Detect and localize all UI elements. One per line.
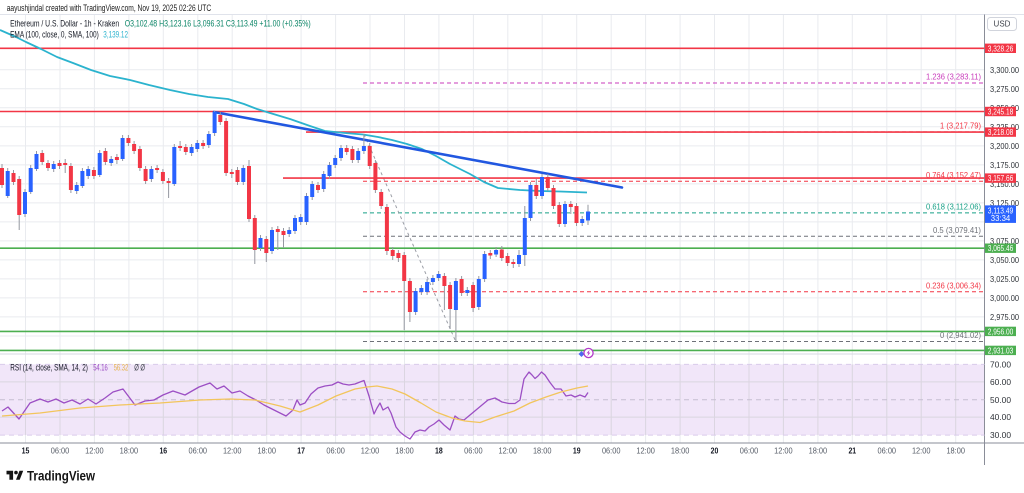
- svg-text:TradingView: TradingView: [27, 469, 95, 484]
- svg-text:2,931.03: 2,931.03: [988, 346, 1014, 355]
- svg-text:2,956.00: 2,956.00: [988, 327, 1014, 336]
- svg-text:40.00: 40.00: [990, 412, 1011, 422]
- svg-text:EMA (100, close, 0, SMA, 100): EMA (100, close, 0, SMA, 100): [10, 30, 99, 40]
- svg-text:3,050.00: 3,050.00: [990, 255, 1019, 265]
- svg-text:3,113.49: 3,113.49: [988, 207, 1014, 216]
- svg-text:3,175.00: 3,175.00: [990, 160, 1019, 170]
- svg-text:06:00: 06:00: [51, 447, 70, 456]
- svg-text:0.5 (3,079.41): 0.5 (3,079.41): [933, 225, 981, 235]
- svg-text:USD: USD: [994, 20, 1011, 29]
- svg-text:3,275.00: 3,275.00: [990, 84, 1019, 94]
- svg-text:3,065.46: 3,065.46: [988, 244, 1014, 253]
- svg-text:15: 15: [22, 447, 30, 456]
- svg-text:3,225.00: 3,225.00: [990, 122, 1019, 132]
- svg-text:30.00: 30.00: [990, 430, 1011, 440]
- svg-text:50.00: 50.00: [990, 395, 1011, 405]
- svg-text:06:00: 06:00: [326, 447, 345, 456]
- svg-text:06:00: 06:00: [189, 447, 208, 456]
- svg-text:56.32: 56.32: [114, 363, 129, 373]
- svg-text:16: 16: [159, 447, 167, 456]
- svg-text:O3,102.48 H3,123.16 L3,096.31: O3,102.48 H3,123.16 L3,096.31 C3,113.49 …: [125, 19, 311, 29]
- svg-text:3,025.00: 3,025.00: [990, 274, 1019, 284]
- svg-text:33:34: 33:34: [991, 214, 1011, 223]
- svg-text:0.618 (3,112.06): 0.618 (3,112.06): [926, 201, 981, 211]
- svg-text:2,975.00: 2,975.00: [990, 312, 1019, 322]
- svg-text:18:00: 18:00: [671, 447, 690, 456]
- svg-text:19: 19: [573, 447, 581, 456]
- svg-text:18:00: 18:00: [809, 447, 828, 456]
- svg-text:17: 17: [297, 447, 305, 456]
- svg-text:18:00: 18:00: [533, 447, 552, 456]
- svg-text:aayushjindal created with Trad: aayushjindal created with TradingView.co…: [7, 3, 212, 13]
- svg-text:12:00: 12:00: [499, 447, 518, 456]
- svg-text:12:00: 12:00: [912, 447, 931, 456]
- svg-text:06:00: 06:00: [464, 447, 483, 456]
- svg-text:1.236 (3,283.11): 1.236 (3,283.11): [926, 72, 981, 82]
- svg-text:21: 21: [848, 447, 856, 456]
- svg-text:3,218.08: 3,218.08: [988, 128, 1014, 137]
- svg-text:12:00: 12:00: [636, 447, 655, 456]
- svg-text:1 (3,217.79): 1 (3,217.79): [940, 120, 981, 130]
- svg-text:18:00: 18:00: [395, 447, 414, 456]
- svg-text:3,300.00: 3,300.00: [990, 65, 1019, 75]
- svg-text:60.00: 60.00: [990, 377, 1011, 387]
- svg-text:Ethereum / U.S. Dollar - 1h -: Ethereum / U.S. Dollar - 1h - Kraken: [10, 19, 119, 29]
- svg-text:06:00: 06:00: [602, 447, 621, 456]
- svg-text:3,328.26: 3,328.26: [988, 44, 1014, 53]
- svg-text:18:00: 18:00: [257, 447, 276, 456]
- svg-text:3,200.00: 3,200.00: [990, 141, 1019, 151]
- svg-text:0.236 (3,006.34): 0.236 (3,006.34): [926, 280, 981, 290]
- svg-text:18: 18: [435, 447, 443, 456]
- svg-text:70.00: 70.00: [990, 359, 1011, 369]
- svg-text:12:00: 12:00: [85, 447, 104, 456]
- svg-text:3,157.66: 3,157.66: [988, 174, 1014, 183]
- svg-text:12:00: 12:00: [774, 447, 793, 456]
- svg-text:12:00: 12:00: [361, 447, 380, 456]
- svg-text:06:00: 06:00: [878, 447, 897, 456]
- svg-text:18:00: 18:00: [120, 447, 139, 456]
- svg-text:20: 20: [711, 447, 719, 456]
- svg-text:18:00: 18:00: [946, 447, 965, 456]
- svg-text:3,075.00: 3,075.00: [990, 236, 1019, 246]
- svg-text:3,245.18: 3,245.18: [988, 108, 1014, 117]
- svg-text:RSI (14, close, SMA, 14, 2): RSI (14, close, SMA, 14, 2): [10, 363, 88, 373]
- svg-text:3,139.12: 3,139.12: [103, 30, 128, 40]
- svg-text:3,150.00: 3,150.00: [990, 179, 1019, 189]
- svg-text:Ø Ø: Ø Ø: [134, 363, 145, 373]
- svg-text:0 (2,941.02): 0 (2,941.02): [940, 330, 981, 340]
- svg-text:12:00: 12:00: [223, 447, 242, 456]
- svg-text:3,125.00: 3,125.00: [990, 198, 1019, 208]
- svg-text:3,000.00: 3,000.00: [990, 293, 1019, 303]
- svg-text:06:00: 06:00: [740, 447, 759, 456]
- svg-text:0.764 (3,152.47): 0.764 (3,152.47): [926, 170, 981, 180]
- svg-text:54.16: 54.16: [93, 363, 108, 373]
